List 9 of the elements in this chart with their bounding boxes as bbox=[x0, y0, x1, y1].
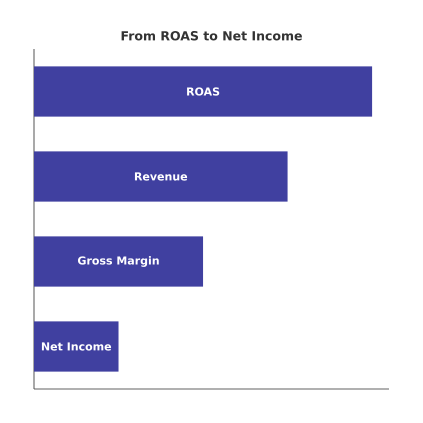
y-tick-label: ROAS bbox=[187, 87, 220, 96]
y-tick-label: Gross Margin bbox=[78, 256, 159, 267]
y-tick-label: Net Income bbox=[42, 342, 112, 351]
bar bbox=[34, 151, 288, 202]
chart-title: From ROAS to Net Income bbox=[122, 31, 302, 40]
y-tick-label: Revenue bbox=[134, 172, 188, 181]
bar bbox=[34, 321, 119, 372]
bar bbox=[34, 236, 204, 287]
bar bbox=[34, 66, 372, 117]
